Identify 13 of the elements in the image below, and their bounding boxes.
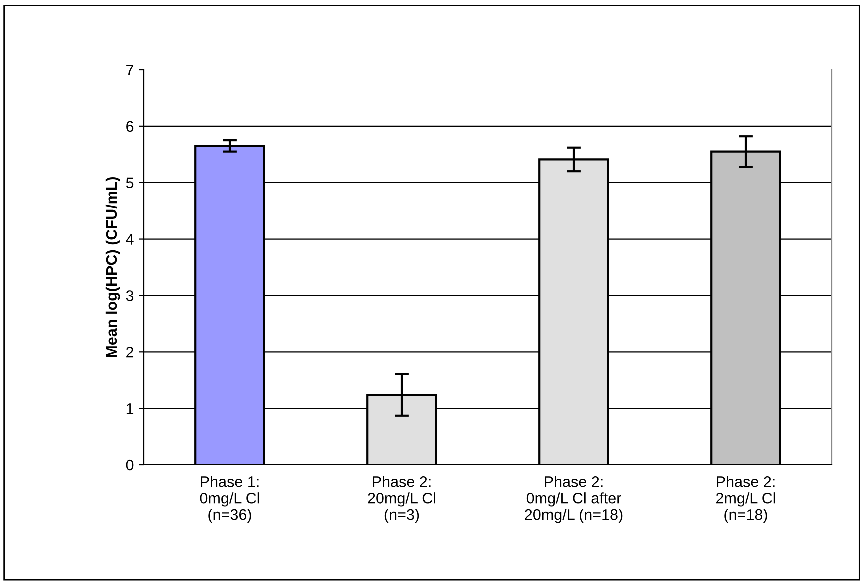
x-tick-label: Phase 2: 0mg/L Cl after 20mg/L (n=18) <box>525 476 623 524</box>
x-tick-label: Phase 2: 20mg/L Cl (n=3) <box>368 476 436 524</box>
x-tick-label: Phase 1: 0mg/L Cl (n=36) <box>200 476 260 524</box>
y-tick-label: 1 <box>126 404 134 414</box>
y-tick-label: 5 <box>126 178 134 189</box>
y-tick-label: 4 <box>126 234 134 245</box>
y-tick-label: 2 <box>126 347 134 358</box>
y-tick-label: 7 <box>126 65 134 76</box>
y-tick-label: 6 <box>126 121 134 132</box>
x-tick-label: Phase 2: 2mg/L Cl (n=18) <box>716 476 776 524</box>
y-axis-title: Mean log(HPC) (CFU/mL) <box>106 177 120 358</box>
y-tick-label: 0 <box>126 460 134 471</box>
y-tick-label: 3 <box>126 290 134 302</box>
